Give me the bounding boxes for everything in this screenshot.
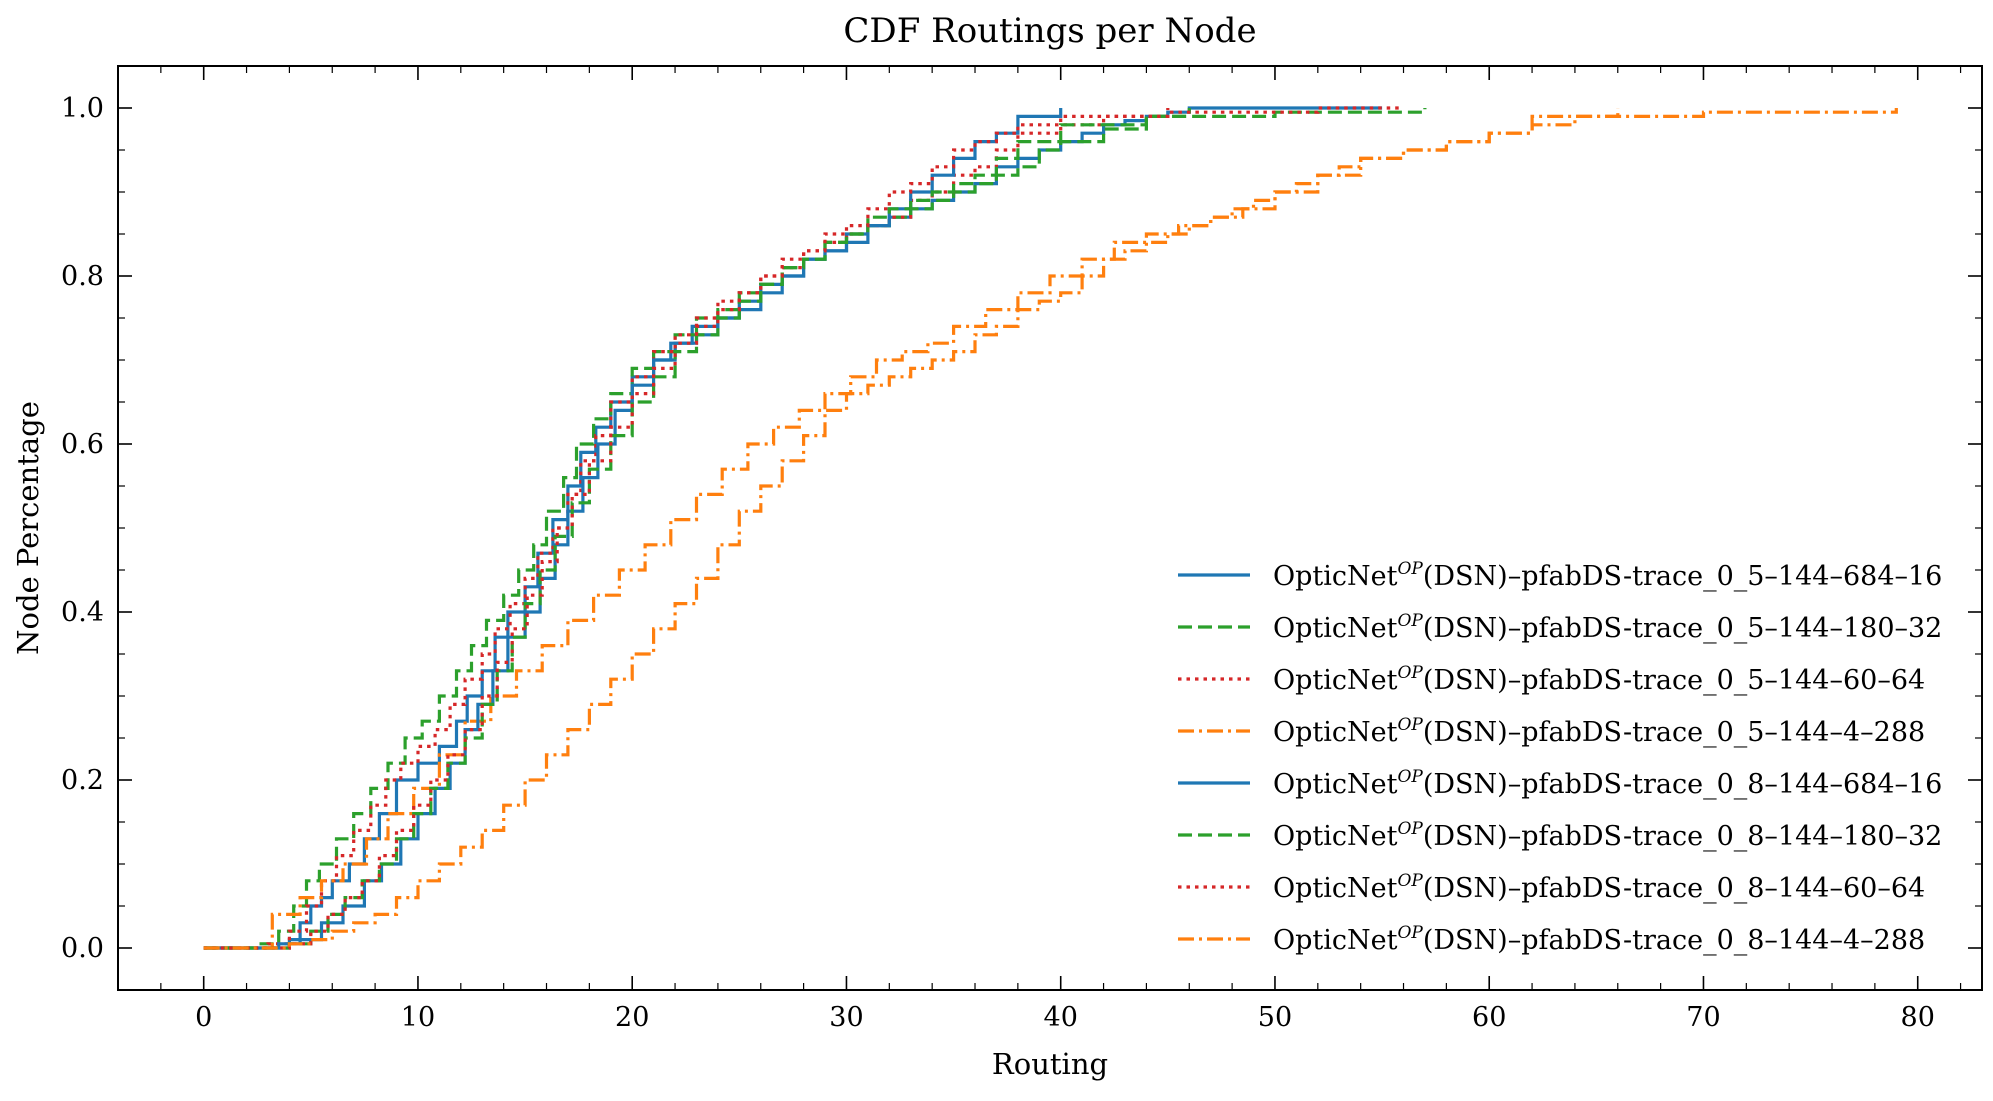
plot-frame [117,65,1983,991]
series-line-6 [203,108,1427,950]
x-tick-label: 20 [615,1002,649,1033]
x-tick-label: 40 [1044,1002,1078,1033]
x-tick-label: 10 [401,1002,435,1033]
x-tick-label: 70 [1686,1002,1720,1033]
legend-rest: (DSN)–pfabDS-trace_0_5–144–60–64 [1423,665,1925,696]
legend-label-3: OpticNetOP(DSN)–pfabDS-trace_0_5–144–60–… [1273,663,1925,696]
y-axis-title: Node Percentage [11,401,45,655]
y-tick-label: 0.6 [61,429,104,460]
x-axis-title: Routing [992,1047,1108,1081]
legend-label-5: OpticNetOP(DSN)–pfabDS-trace_0_8–144–684… [1273,767,1942,800]
chart-title: CDF Routings per Node [843,11,1256,51]
legend-superscript: OP [1397,871,1423,891]
legend-superscript: OP [1397,767,1423,787]
legend-rest: (DSN)–pfabDS-trace_0_8–144–684–16 [1423,769,1943,800]
legend-base: OpticNet [1273,873,1398,904]
series-line-3 [203,108,1170,950]
legend-base: OpticNet [1273,925,1398,956]
x-tick-label: 60 [1472,1002,1506,1033]
legend-superscript: OP [1397,923,1423,943]
legend-label-6: OpticNetOP(DSN)–pfabDS-trace_0_8–144–180… [1273,819,1942,852]
legend-label-2: OpticNetOP(DSN)–pfabDS-trace_0_5–144–180… [1273,611,1942,644]
legend-superscript: OP [1397,559,1423,579]
x-tick-label: 80 [1901,1002,1935,1033]
series-line-8 [203,108,1620,950]
legend-label-4: OpticNetOP(DSN)–pfabDS-trace_0_5–144–4–2… [1273,715,1925,748]
legend-base: OpticNet [1273,613,1398,644]
series-layer [203,106,1898,950]
legend: OpticNetOP(DSN)–pfabDS-trace_0_5–144–684… [1178,559,1942,956]
x-tick-label: 0 [195,1002,212,1033]
series-line-2 [203,108,1191,950]
legend-superscript: OP [1397,819,1423,839]
legend-superscript: OP [1397,715,1423,735]
legend-label-1: OpticNetOP(DSN)–pfabDS-trace_0_5–144–684… [1273,559,1942,592]
y-tick-label: 0.4 [61,597,104,628]
legend-base: OpticNet [1273,769,1398,800]
x-tick-label: 30 [829,1002,863,1033]
legend-rest: (DSN)–pfabDS-trace_0_8–144–60–64 [1423,873,1925,904]
y-tick-label: 0.2 [61,765,104,796]
legend-superscript: OP [1397,663,1423,683]
legend-base: OpticNet [1273,717,1398,748]
legend-rest: (DSN)–pfabDS-trace_0_5–144–684–16 [1423,561,1943,592]
legend-rest: (DSN)–pfabDS-trace_0_8–144–4–288 [1423,925,1925,956]
legend-label-8: OpticNetOP(DSN)–pfabDS-trace_0_8–144–4–2… [1273,923,1925,956]
legend-rest: (DSN)–pfabDS-trace_0_5–144–180–32 [1423,613,1943,644]
series-line-1 [203,106,1383,950]
legend-rest: (DSN)–pfabDS-trace_0_8–144–180–32 [1423,821,1943,852]
y-tick-label: 0.8 [61,261,104,292]
legend-base: OpticNet [1273,821,1398,852]
legend-base: OpticNet [1273,665,1398,696]
y-tick-label: 0.0 [61,933,104,964]
series-line-5 [203,108,1063,950]
y-tick-label: 1.0 [61,93,104,124]
ticks-layer: 0 10 20 30 40 50 60 70 80 0.0 0.2 0.4 0.6 0.8 1.0 [61,65,1982,1033]
series-line-7 [203,106,1404,950]
legend-superscript: OP [1397,611,1423,631]
legend-rest: (DSN)–pfabDS-trace_0_5–144–4–288 [1423,717,1925,748]
x-tick-label: 50 [1258,1002,1292,1033]
legend-label-7: OpticNetOP(DSN)–pfabDS-trace_0_8–144–60–… [1273,871,1925,904]
legend-base: OpticNet [1273,561,1398,592]
